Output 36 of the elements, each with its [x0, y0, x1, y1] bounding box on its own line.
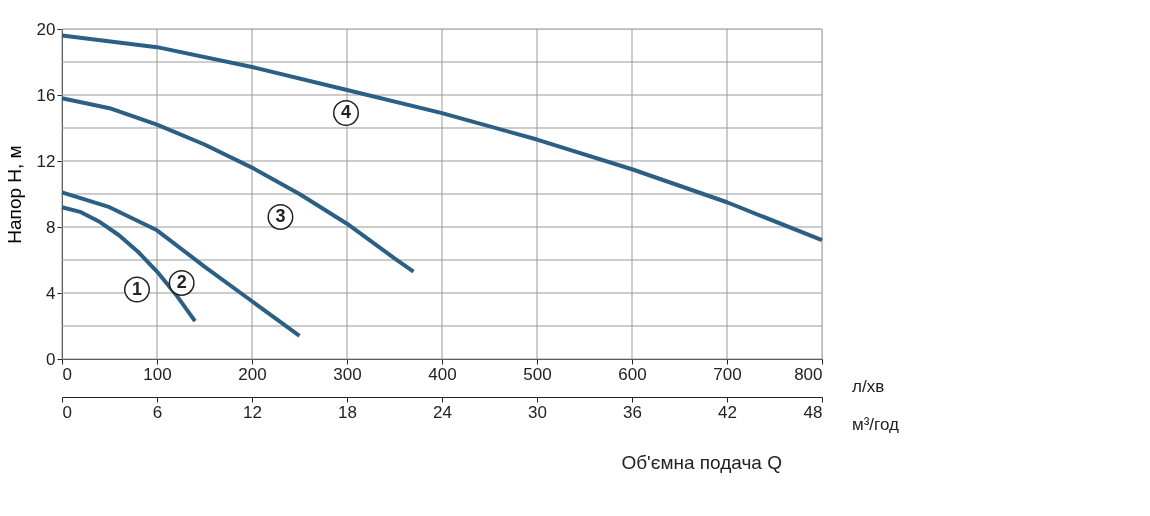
- x2-tick-label: 36: [623, 402, 642, 422]
- x2-tick-label: 30: [528, 402, 547, 422]
- line-series: [60, 205, 197, 324]
- y-tick-label: 20: [36, 19, 56, 39]
- y-tick-label: 16: [36, 85, 56, 105]
- annotation: 4: [340, 102, 352, 122]
- annotation: 3: [275, 205, 286, 226]
- x-tick-label: 600: [618, 364, 647, 384]
- x2-axis-title: м³/год: [852, 415, 899, 434]
- y-tick-label: 4: [46, 283, 56, 303]
- x2-tick-label: 12: [243, 402, 262, 422]
- x2-tick-label: 6: [152, 402, 163, 422]
- x-tick-label: 200: [238, 364, 267, 384]
- text: л/хв: [852, 377, 885, 396]
- x-tick-label: 0: [62, 364, 72, 384]
- y-tick-label: 0: [46, 349, 56, 369]
- x2-tick-label: 0: [62, 402, 72, 422]
- annotation: 1: [131, 278, 143, 299]
- line-series: [60, 96, 416, 274]
- x-tick-label: 800: [794, 364, 823, 384]
- y-tick-label: 12: [36, 151, 56, 171]
- x-tick-label: 400: [428, 364, 457, 384]
- x-tick-label: 100: [143, 364, 172, 384]
- x-axis-title: Об'ємна подача Q: [621, 452, 782, 473]
- x-tick-label: 700: [713, 364, 742, 384]
- y-tick-label: 8: [46, 217, 56, 237]
- x-tick-label: 300: [333, 364, 362, 384]
- x-tick-label: 500: [523, 364, 552, 384]
- line-series: [60, 190, 302, 338]
- x2-tick-label: 48: [803, 402, 823, 422]
- x2-tick-label: 24: [433, 402, 452, 422]
- line-series: [60, 33, 824, 243]
- x2-tick-label: 42: [718, 402, 737, 422]
- y-axis-title: Напор H, м: [3, 145, 25, 244]
- annotation: 2: [176, 271, 187, 292]
- x2-tick-label: 18: [338, 402, 357, 422]
